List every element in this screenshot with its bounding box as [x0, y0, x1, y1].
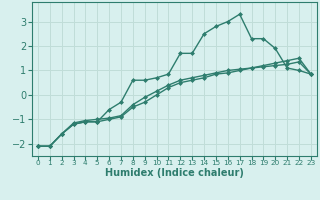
X-axis label: Humidex (Indice chaleur): Humidex (Indice chaleur) [105, 168, 244, 178]
